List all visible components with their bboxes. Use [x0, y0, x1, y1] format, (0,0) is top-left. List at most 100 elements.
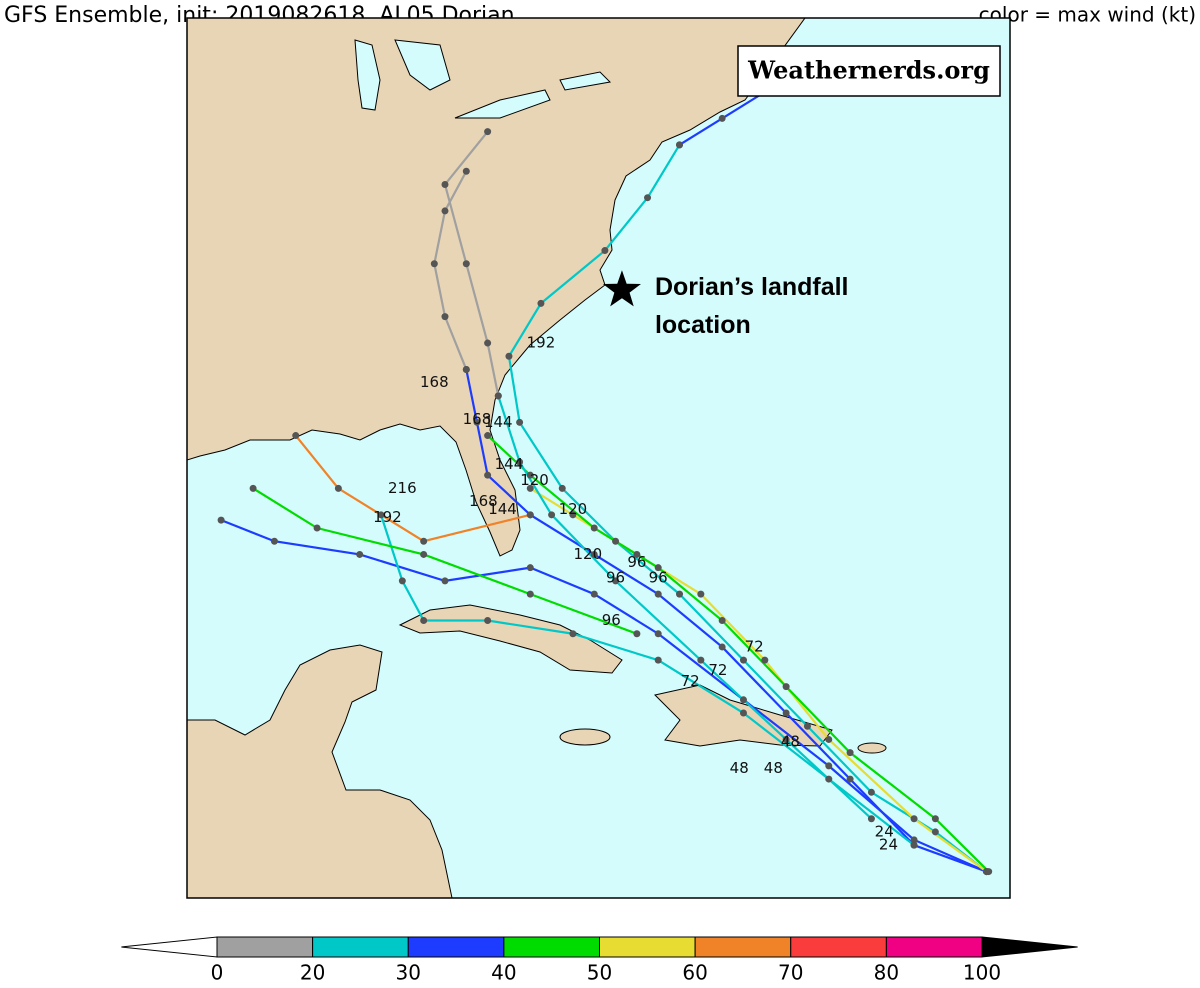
- track-point: [420, 617, 428, 625]
- track-point: [761, 656, 769, 664]
- hour-label: 48: [764, 759, 783, 777]
- track-point: [718, 114, 726, 122]
- tracks: [217, 88, 993, 876]
- track-point: [825, 735, 833, 743]
- track-point: [526, 484, 534, 492]
- track-point: [910, 836, 918, 844]
- hour-label: 48: [781, 733, 800, 751]
- track-point: [590, 524, 598, 532]
- north-america: [187, 18, 806, 557]
- track-point: [558, 484, 566, 492]
- lake-michigan: [354, 39, 381, 111]
- track-point: [548, 511, 556, 519]
- track-point: [526, 590, 534, 598]
- track-point: [612, 537, 620, 545]
- colorbar-label: 80: [874, 961, 899, 985]
- track-point: [462, 167, 470, 175]
- colorbar-label: 50: [587, 961, 612, 985]
- hour-label: 144: [495, 455, 524, 473]
- colorbar-label: 100: [963, 961, 1001, 985]
- track-point: [516, 418, 524, 426]
- track-point: [985, 868, 993, 876]
- colorbar: 0 20 30 40 50 60 70 80 100: [121, 936, 1078, 985]
- track-point: [867, 815, 875, 823]
- colorbar-segment: [216, 936, 314, 958]
- lakes: [354, 39, 612, 119]
- track-point: [249, 484, 257, 492]
- track-point: [782, 709, 790, 717]
- track-point: [910, 841, 918, 849]
- colorbar-label: 30: [396, 961, 421, 985]
- watermark: Weathernerds.org: [747, 56, 990, 85]
- track-point: [654, 656, 662, 664]
- track-point: [633, 630, 641, 638]
- track-point: [526, 564, 534, 572]
- hour-label: 168: [463, 410, 492, 428]
- track-point: [377, 511, 385, 519]
- colorbar-segment: [599, 936, 696, 958]
- track-point: [270, 537, 278, 545]
- track-point: [484, 432, 492, 440]
- track-point: [356, 550, 364, 558]
- track-point: [590, 590, 598, 598]
- track: [507, 144, 988, 873]
- colorbar-segment: [407, 936, 505, 958]
- cuba: [398, 604, 623, 674]
- track-point: [782, 683, 790, 691]
- track-point: [217, 516, 225, 524]
- track-point: [462, 260, 470, 268]
- hour-label: 120: [520, 471, 549, 489]
- track-point: [462, 365, 470, 373]
- track-point: [569, 630, 577, 638]
- colorbar-segment: [312, 936, 409, 958]
- hour-label: 144: [484, 413, 513, 431]
- track-point: [537, 299, 545, 307]
- track-point: [739, 709, 747, 717]
- track-point: [697, 656, 705, 664]
- track-point: [441, 207, 449, 215]
- track-point: [569, 511, 577, 519]
- track-point: [420, 550, 428, 558]
- track-point: [334, 484, 342, 492]
- track-point: [494, 392, 502, 400]
- track-point: [825, 775, 833, 783]
- lake-ontario: [559, 71, 612, 91]
- colorbar-label: 60: [682, 961, 707, 985]
- track-point: [441, 313, 449, 321]
- hour-label: 168: [469, 492, 498, 510]
- track-point: [654, 630, 662, 638]
- track-point: [430, 260, 438, 268]
- track-point: [441, 577, 449, 585]
- hour-label: 72: [681, 672, 700, 690]
- hour-label: 72: [708, 661, 727, 679]
- track-point: [484, 339, 492, 347]
- track-point: [931, 815, 939, 823]
- hour-label: 96: [649, 569, 668, 587]
- track-point: [867, 788, 875, 796]
- hour-label: 120: [559, 500, 588, 518]
- track-point: [505, 352, 513, 360]
- track: [529, 487, 988, 873]
- landfall-star: [602, 270, 641, 307]
- track-point: [590, 550, 598, 558]
- track-point: [803, 722, 811, 730]
- track-point: [398, 577, 406, 585]
- colorbar-segment: [503, 936, 600, 958]
- hour-label: 48: [730, 759, 749, 777]
- colorbar-label: 20: [300, 961, 325, 985]
- colorbar-label: 40: [491, 961, 516, 985]
- track-point: [484, 617, 492, 625]
- track-point: [931, 828, 939, 836]
- track-point: [739, 696, 747, 704]
- track-point: [846, 749, 854, 757]
- colorbar-label: 70: [778, 961, 803, 985]
- track-point: [612, 577, 620, 585]
- track-point: [697, 590, 705, 598]
- colorbar-segment: [885, 936, 983, 958]
- hour-label: 96: [606, 569, 625, 587]
- track-point: [739, 656, 747, 664]
- track-point: [825, 762, 833, 770]
- annotation-text: location: [655, 311, 751, 339]
- track-point: [601, 247, 609, 255]
